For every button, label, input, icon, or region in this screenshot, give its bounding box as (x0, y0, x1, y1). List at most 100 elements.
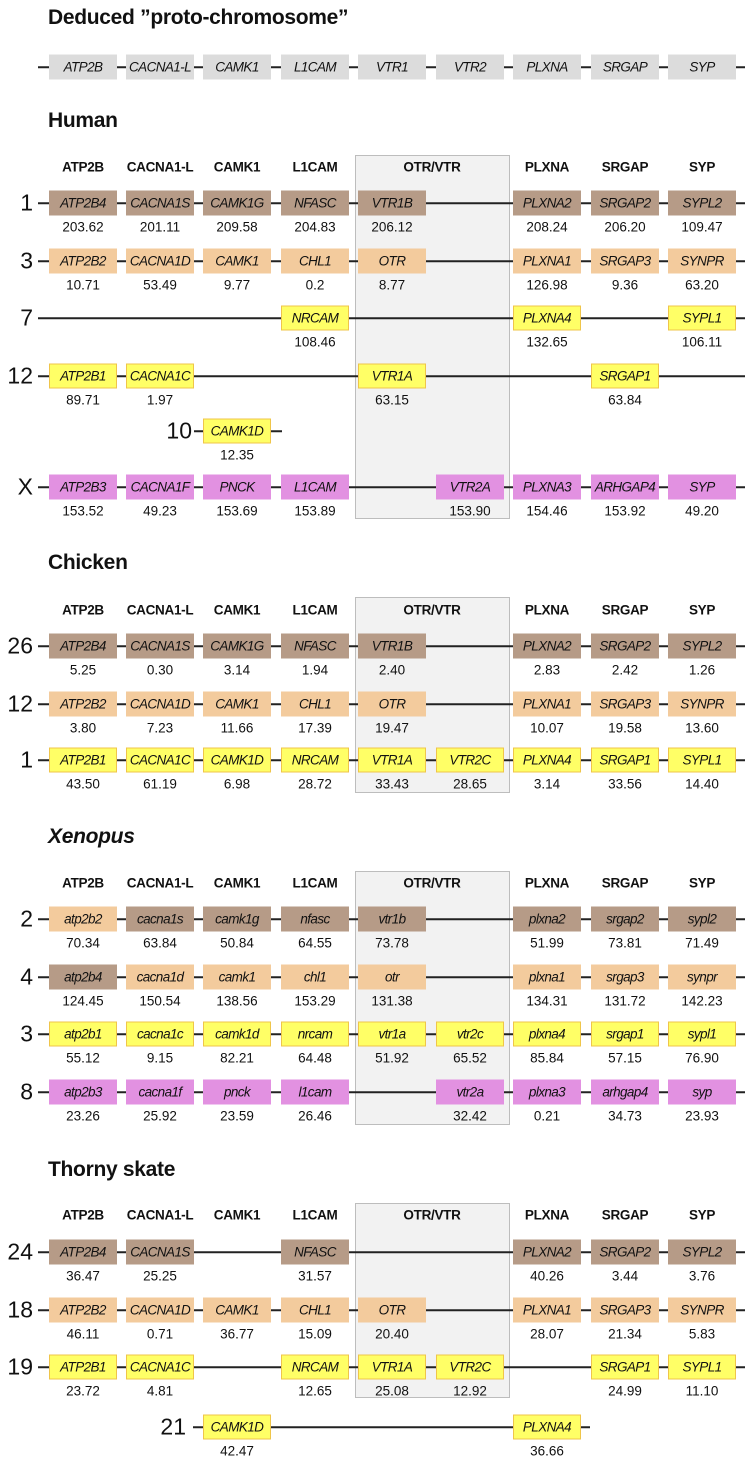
gene-box: VTR1A (358, 1354, 426, 1380)
gene-position: 23.26 (66, 1108, 100, 1124)
column-header: CACNA1-L (126, 159, 194, 175)
gene-box: SRGAP1 (591, 363, 659, 389)
proto-gene-box: SRGAP (591, 54, 659, 80)
gene-position: 49.20 (685, 503, 719, 519)
gene-box: VTR1A (358, 747, 426, 773)
chromosome-label: 21 (160, 1413, 186, 1440)
gene-box: NRCAM (281, 305, 349, 331)
gene-position: 63.84 (143, 935, 177, 951)
gene-position: 132.65 (526, 334, 568, 350)
gene-position: 109.47 (681, 219, 723, 235)
proto-gene-box: ATP2B (49, 54, 117, 80)
gene-box: NFASC (281, 633, 349, 659)
column-header: L1CAM (292, 602, 338, 618)
gene-box: ATP2B1 (49, 747, 117, 773)
gene-position: 209.58 (216, 219, 258, 235)
column-header: PLXNA (524, 875, 570, 891)
gene-box: SYPL1 (668, 1354, 736, 1380)
gene-position: 3.76 (688, 1268, 716, 1284)
gene-position: 46.11 (66, 1326, 100, 1342)
gene-position: 9.77 (223, 277, 251, 293)
gene-position: 34.73 (608, 1108, 642, 1124)
chromosome-line (38, 317, 745, 319)
gene-position: 0.30 (146, 662, 174, 678)
gene-position: 43.50 (66, 776, 100, 792)
gene-box: CAMK1G (203, 633, 271, 659)
column-header: PLXNA (524, 159, 570, 175)
gene-position: 9.36 (611, 277, 639, 293)
gene-position: 3.14 (533, 776, 561, 792)
gene-box: OTR (358, 248, 426, 274)
proto-gene-box: VTR2 (436, 54, 504, 80)
chromosome-label: 19 (7, 1353, 33, 1380)
gene-position: 85.84 (530, 1050, 564, 1066)
gene-position: 153.69 (216, 503, 258, 519)
column-header: CAMK1 (213, 602, 261, 618)
gene-box: SRGAP2 (591, 190, 659, 216)
gene-position: 23.59 (220, 1108, 254, 1124)
gene-box: PLXNA1 (513, 1297, 581, 1323)
gene-box: CAMK1D (203, 747, 271, 773)
gene-box: srgap2 (591, 906, 659, 932)
chromosome-label: 1 (20, 746, 33, 773)
gene-position: 51.99 (530, 935, 564, 951)
gene-box: ATP2B4 (49, 1239, 117, 1265)
gene-position: 70.34 (66, 935, 100, 951)
gene-box: CACNA1S (126, 190, 194, 216)
chromosome-line (38, 1251, 745, 1253)
gene-box: PLXNA4 (513, 305, 581, 331)
gene-position: 8.77 (378, 277, 406, 293)
column-header: OTR/VTR (403, 602, 461, 618)
gene-box: plxna3 (513, 1079, 581, 1105)
gene-box: SYP (668, 474, 736, 500)
column-header: PLXNA (524, 602, 570, 618)
gene-box: SRGAP3 (591, 1297, 659, 1323)
gene-position: 3.80 (69, 720, 97, 736)
gene-box: SYNPR (668, 1297, 736, 1323)
chromosome-line (38, 1091, 745, 1093)
gene-position: 24.99 (608, 1383, 642, 1399)
gene-position: 0.71 (146, 1326, 174, 1342)
gene-box: PLXNA4 (513, 747, 581, 773)
gene-position: 61.19 (143, 776, 177, 792)
gene-box: ATP2B2 (49, 248, 117, 274)
gene-position: 108.46 (294, 334, 336, 350)
chromosome-line (38, 486, 745, 488)
chromosome-label: 7 (20, 304, 33, 331)
column-header: OTR/VTR (403, 1207, 461, 1223)
gene-box: CACNA1D (126, 248, 194, 274)
gene-box: CACNA1C (126, 747, 194, 773)
gene-box: vtr2c (436, 1021, 504, 1047)
gene-position: 208.24 (526, 219, 568, 235)
gene-box: CAMK1G (203, 190, 271, 216)
gene-position: 5.25 (69, 662, 97, 678)
gene-position: 13.60 (685, 720, 719, 736)
gene-position: 64.48 (298, 1050, 332, 1066)
gene-position: 64.55 (298, 935, 332, 951)
gene-box: NFASC (281, 190, 349, 216)
species-title: Chicken (48, 551, 128, 574)
gene-box: CHL1 (281, 248, 349, 274)
gene-box: SYPL2 (668, 633, 736, 659)
gene-position: 11.66 (220, 720, 254, 736)
column-header: CACNA1-L (126, 602, 194, 618)
gene-position: 153.52 (62, 503, 104, 519)
column-header: SYP (688, 159, 716, 175)
gene-box: SYPL1 (668, 305, 736, 331)
gene-box: CHL1 (281, 691, 349, 717)
gene-position: 153.92 (604, 503, 646, 519)
chromosome-label: 24 (7, 1238, 33, 1265)
gene-position: 36.66 (530, 1443, 564, 1459)
column-header: L1CAM (292, 875, 338, 891)
gene-position: 76.90 (685, 1050, 719, 1066)
gene-position: 73.78 (375, 935, 409, 951)
gene-box: ATP2B3 (49, 474, 117, 500)
gene-position: 15.09 (298, 1326, 332, 1342)
gene-box: ATP2B4 (49, 190, 117, 216)
gene-position: 153.29 (294, 993, 336, 1009)
gene-position: 126.98 (526, 277, 568, 293)
gene-box: syp (668, 1079, 736, 1105)
proto-gene-box: CAMK1 (203, 54, 271, 80)
chromosome-label: 12 (7, 362, 33, 389)
gene-box: SYPL2 (668, 190, 736, 216)
